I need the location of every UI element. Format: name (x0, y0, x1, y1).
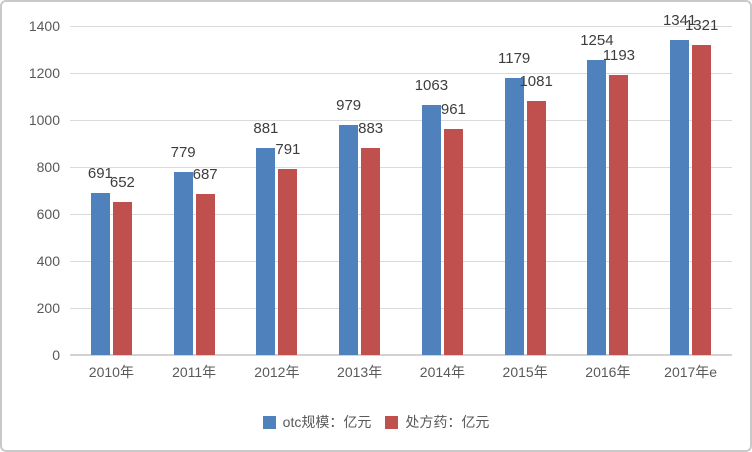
y-tick-label: 1000 (28, 112, 60, 128)
legend-label: 处方药：亿元 (405, 414, 490, 430)
bar-value-label: 1063 (414, 77, 449, 95)
bar-groups: 691 652 779 687 881 791 979 883 1063 961 1179 1081 1… (70, 12, 732, 355)
bar-group: 691 652 (70, 26, 153, 355)
legend-label: otc规模：亿元 (282, 414, 372, 430)
x-axis-line (70, 354, 732, 356)
legend-swatch-icon (385, 415, 399, 429)
bar-value-label: 652 (109, 173, 135, 191)
bar (278, 169, 298, 355)
bar-group: 1254 1193 (567, 26, 650, 355)
bar-group: 1341 1321 (649, 12, 732, 355)
x-axis-label: 2015年 (502, 364, 548, 380)
legend-item: otc规模：亿元 (262, 412, 372, 432)
bar (339, 124, 359, 355)
x-axis-label: 2012年 (254, 364, 300, 380)
bar-wrap: 1341 (663, 12, 696, 355)
bar-group: 979 883 (318, 26, 401, 355)
bar-wrap: 961 (441, 101, 466, 355)
bar-value-label: 1321 (684, 16, 719, 34)
bar-value-label: 779 (170, 143, 196, 161)
gridline (70, 307, 732, 309)
bar (421, 105, 441, 355)
legend: otc规模：亿元 处方药：亿元 (2, 412, 750, 432)
y-tick-label: 800 (36, 159, 60, 175)
bar-wrap: 1179 (498, 50, 530, 355)
y-tick-label: 400 (36, 253, 60, 269)
gridline (70, 119, 732, 121)
x-axis: 2010年 2011年 2012年 2013年 2014年 2015年 2016年 2017年… (70, 363, 732, 381)
bar-value-label: 687 (192, 165, 218, 183)
legend-swatch-icon (262, 415, 276, 429)
bar-wrap: 979 (336, 97, 361, 355)
bar-value-label: 979 (336, 96, 362, 114)
bar-group: 1179 1081 (484, 26, 567, 355)
y-axis: 0 200 400 600 800 1000 1200 1400 (8, 18, 60, 363)
gridline (70, 72, 732, 74)
bar-value-label: 691 (87, 164, 113, 182)
bar-wrap: 652 (110, 174, 135, 355)
gridline (70, 166, 732, 168)
bar (90, 192, 110, 355)
plot-area: 691 652 779 687 881 791 979 883 1063 961 1179 1081 1… (70, 12, 732, 356)
bar-value-label: 1193 (602, 46, 636, 64)
bar (670, 39, 690, 355)
y-tick-label: 1200 (28, 65, 60, 81)
gridline (70, 213, 732, 215)
x-axis-label: 2013年 (337, 364, 383, 380)
bar (361, 147, 381, 355)
bar-value-label: 1341 (662, 11, 697, 29)
bar-wrap: 881 (253, 120, 278, 355)
gridline (70, 25, 732, 27)
bar-wrap: 779 (171, 144, 196, 355)
x-axis-label: 2016年 (585, 364, 631, 380)
bar (173, 171, 193, 355)
y-tick-label: 200 (36, 300, 60, 316)
x-axis-label: 2017年e (664, 364, 718, 380)
bar-wrap: 1063 (415, 77, 448, 355)
bar (609, 74, 629, 355)
bar-value-label: 881 (253, 119, 279, 137)
bar-value-label: 1254 (580, 32, 614, 50)
y-tick-label: 600 (36, 206, 60, 222)
bar-wrap: 1081 (519, 73, 553, 355)
bar (526, 100, 546, 355)
bar-value-label: 791 (275, 141, 301, 159)
bar-group: 779 687 (153, 26, 236, 355)
bar-wrap: 691 (88, 165, 113, 355)
x-axis-label: 2011年 (172, 364, 217, 380)
bar-value-label: 883 (358, 119, 384, 137)
bar-value-label: 961 (440, 101, 466, 119)
bar-group: 881 791 (236, 26, 319, 355)
bar (692, 44, 712, 355)
legend-item: 处方药：亿元 (385, 412, 489, 432)
bar-value-label: 1081 (519, 72, 553, 90)
bar-wrap: 883 (358, 120, 383, 355)
bar (195, 193, 215, 355)
x-axis-label: 2010年 (88, 364, 134, 380)
bar (443, 129, 463, 355)
y-tick-label: 0 (52, 347, 60, 363)
bar-wrap: 791 (275, 141, 300, 355)
bar-wrap: 1254 (580, 32, 614, 355)
bar-group: 1063 961 (401, 26, 484, 355)
bar-wrap: 687 (193, 166, 218, 355)
bar (112, 201, 132, 355)
bar-wrap: 1321 (685, 17, 718, 355)
gridline (70, 260, 732, 262)
bar (587, 60, 607, 355)
y-tick-label: 1400 (28, 18, 60, 34)
bar (504, 77, 524, 355)
bar-wrap: 1193 (603, 47, 635, 355)
bar (256, 147, 276, 355)
x-axis-label: 2014年 (419, 364, 465, 380)
bar-value-label: 1179 (497, 49, 531, 67)
